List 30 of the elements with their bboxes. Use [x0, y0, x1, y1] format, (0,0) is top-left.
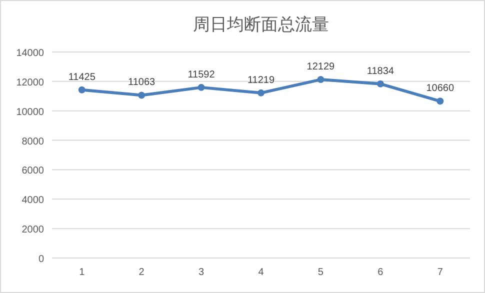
point: [317, 76, 324, 84]
point: [258, 89, 264, 96]
y-tick-label: 4000: [22, 195, 44, 206]
x-tick-label: 6: [378, 267, 384, 278]
y-tick-label: 0: [38, 254, 44, 265]
data-label: 11834: [366, 66, 394, 77]
data-label: 11592: [188, 69, 216, 80]
y-tick-label: 6000: [22, 166, 44, 177]
data-label: 12129: [306, 62, 336, 73]
data-label: 11063: [128, 77, 156, 88]
y-tick-label: 10000: [16, 106, 44, 118]
data-label: 10660: [426, 83, 454, 94]
y-tick-label: 2000: [22, 224, 44, 236]
x-tick-label: 4: [258, 267, 264, 278]
data-label: 11219: [247, 74, 275, 86]
y-tick-label: 8000: [22, 136, 44, 148]
x-tick-label: 5: [318, 267, 324, 278]
point: [376, 80, 384, 88]
point: [198, 84, 205, 91]
data-label: 11425: [68, 72, 96, 83]
chart-title: 周日均断面总流量: [193, 15, 329, 34]
x-tick-label: 3: [198, 267, 205, 278]
y-tick-label: 12000: [16, 77, 44, 88]
x-tick-label: 7: [437, 267, 444, 278]
point: [436, 98, 444, 105]
y-tick-label: 14000: [16, 48, 44, 59]
point: [138, 92, 146, 99]
x-tick-label: 1: [79, 267, 86, 278]
point: [78, 86, 86, 94]
x-tick-label: 2: [138, 267, 145, 278]
